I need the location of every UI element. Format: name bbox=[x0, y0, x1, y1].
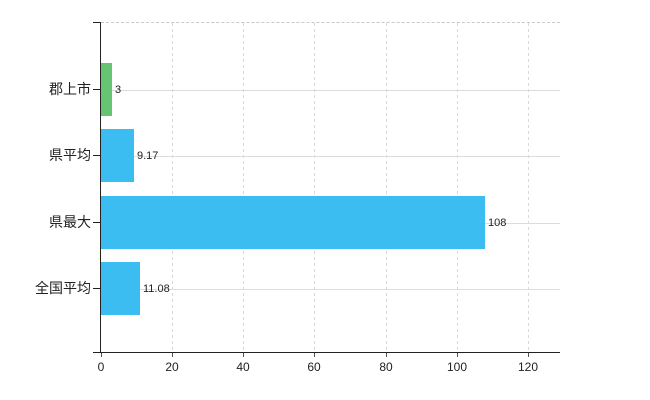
x-axis-tick-20 bbox=[172, 353, 173, 357]
plot-area: 3 9.17 108 11.08 bbox=[101, 22, 560, 353]
x-tick-label-20: 20 bbox=[165, 360, 179, 374]
x-tick-label-40: 40 bbox=[236, 360, 250, 374]
x-axis-tick-120 bbox=[528, 353, 529, 357]
bar-national-average bbox=[101, 262, 140, 315]
category-tick-prefecture-average bbox=[93, 155, 101, 156]
category-tick-national-average bbox=[93, 288, 101, 289]
x-tick-label-60: 60 bbox=[307, 360, 321, 374]
category-gridline-national-average bbox=[101, 289, 560, 290]
x-axis-tick-100 bbox=[457, 353, 458, 357]
bar-prefecture-average bbox=[101, 129, 134, 182]
x-gridline-60 bbox=[314, 23, 315, 353]
value-label-prefecture-average: 9.17 bbox=[137, 150, 159, 162]
x-axis-tick-80 bbox=[386, 353, 387, 357]
value-label-gujo-city: 3 bbox=[115, 84, 122, 96]
category-label-prefecture-average: 県平均 bbox=[49, 147, 91, 163]
x-axis-tick-0 bbox=[101, 353, 102, 357]
y-axis-top-tick bbox=[93, 22, 101, 23]
x-axis-line bbox=[93, 352, 560, 353]
x-tick-label-0: 0 bbox=[97, 360, 105, 374]
x-tick-label-100: 100 bbox=[446, 360, 468, 374]
x-tick-label-80: 80 bbox=[379, 360, 393, 374]
category-gridline-prefecture-average bbox=[101, 156, 560, 157]
x-gridline-20 bbox=[172, 23, 173, 353]
category-tick-gujo-city bbox=[93, 89, 101, 90]
bar-prefecture-max bbox=[101, 196, 485, 249]
category-label-prefecture-max: 県最大 bbox=[49, 214, 91, 230]
x-axis-tick-40 bbox=[243, 353, 244, 357]
x-gridline-100 bbox=[457, 23, 458, 353]
category-tick-prefecture-max bbox=[93, 222, 101, 223]
bar-gujo-city bbox=[101, 63, 112, 116]
y-axis-line bbox=[100, 22, 101, 352]
x-tick-label-120: 120 bbox=[517, 360, 539, 374]
value-label-prefecture-max: 108 bbox=[488, 217, 507, 229]
x-gridline-120 bbox=[528, 23, 529, 353]
x-gridline-80 bbox=[386, 23, 387, 353]
category-gridline-gujo-city bbox=[101, 90, 560, 91]
category-label-national-average: 全国平均 bbox=[35, 280, 91, 296]
value-label-national-average: 11.08 bbox=[143, 283, 170, 295]
category-label-gujo-city: 郡上市 bbox=[49, 81, 91, 97]
x-axis-tick-60 bbox=[314, 353, 315, 357]
x-gridline-40 bbox=[243, 23, 244, 353]
